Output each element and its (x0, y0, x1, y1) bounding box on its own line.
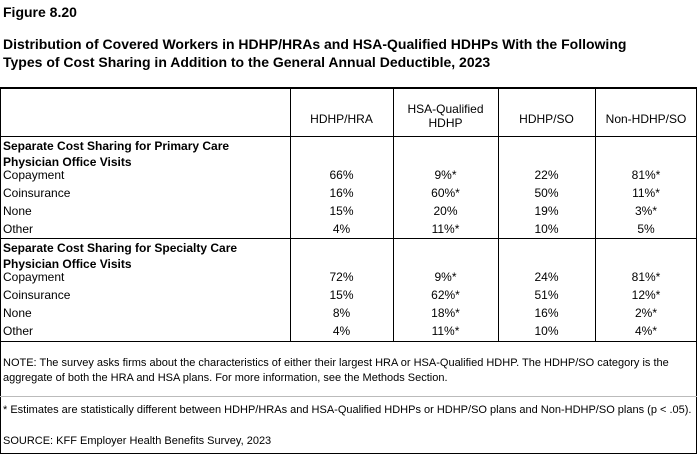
cell-value: 19% (534, 204, 559, 218)
section-title: Separate Cost Sharing for Specialty Care… (3, 241, 238, 271)
rule (0, 396, 697, 397)
row-label: Coinsurance (3, 186, 71, 200)
cell-value: 4% (332, 222, 351, 236)
row-label: Other (3, 324, 34, 338)
note: NOTE: The survey asks firms about the ch… (3, 357, 669, 384)
cell-value: 16% (534, 306, 559, 320)
cell-value: 60%* (431, 186, 460, 200)
cell-value: 66% (329, 168, 354, 182)
rule (0, 87, 697, 89)
cell-value: 11%* (632, 186, 660, 200)
cell-value: 15% (329, 288, 354, 302)
row-label: Other (3, 222, 34, 236)
row-label: None (3, 306, 32, 320)
cell-value: 3%* (634, 204, 657, 218)
title: Distribution of Covered Workers in HDHP/… (3, 35, 626, 71)
rule (595, 88, 596, 341)
cell-value: 10% (534, 222, 559, 236)
cell-value: 11%* (431, 222, 460, 236)
rule (0, 136, 697, 137)
cell-value: 5% (637, 222, 655, 236)
cell-value: 81%* (631, 270, 661, 284)
column-header: Non-HDHP/SO (605, 112, 687, 126)
cell-value: 11%* (431, 324, 460, 338)
cell-value: 9%* (434, 168, 457, 182)
row-label: Copayment (3, 168, 65, 182)
cell-value: 15% (329, 204, 354, 218)
cell-value: 72% (329, 270, 354, 284)
cell-value: 24% (534, 270, 559, 284)
footnote: * Estimates are statistically different … (3, 404, 692, 416)
column-header: HSA-Qualified HDHP (407, 102, 484, 130)
rule (0, 341, 697, 342)
cell-value: 8% (332, 306, 351, 320)
row-label: Copayment (3, 270, 65, 284)
cell-value: 18%* (431, 306, 460, 320)
rule (393, 88, 394, 341)
cell-value: 81%* (631, 168, 661, 182)
rule (290, 88, 291, 341)
figure-label: Figure 8.20 (3, 4, 77, 20)
cell-value: 9%* (434, 270, 457, 284)
cell-value: 50% (534, 186, 559, 200)
section-title: Separate Cost Sharing for Primary Care P… (3, 139, 230, 169)
cell-value: 10% (534, 324, 559, 338)
rule (0, 87, 1, 454)
cell-value: 51% (534, 288, 559, 302)
cell-value: 62%* (431, 288, 460, 302)
row-label: Coinsurance (3, 288, 71, 302)
rule (0, 238, 697, 239)
rule (498, 88, 499, 341)
column-header: HDHP/SO (519, 112, 574, 126)
cell-value: 4%* (634, 324, 657, 338)
column-header: HDHP/HRA (310, 112, 373, 126)
source: SOURCE: KFF Employer Health Benefits Sur… (3, 435, 272, 447)
title-line: Types of Cost Sharing in Addition to the… (3, 54, 491, 70)
row-label: None (3, 204, 32, 218)
cell-value: 16% (329, 186, 354, 200)
cell-value: 12%* (631, 288, 661, 302)
cell-value: 4% (332, 324, 351, 338)
cell-value: 22% (534, 168, 559, 182)
cell-value: 20% (433, 204, 458, 218)
cell-value: 2%* (634, 306, 657, 320)
title-line: Distribution of Covered Workers in HDHP/… (3, 36, 627, 52)
